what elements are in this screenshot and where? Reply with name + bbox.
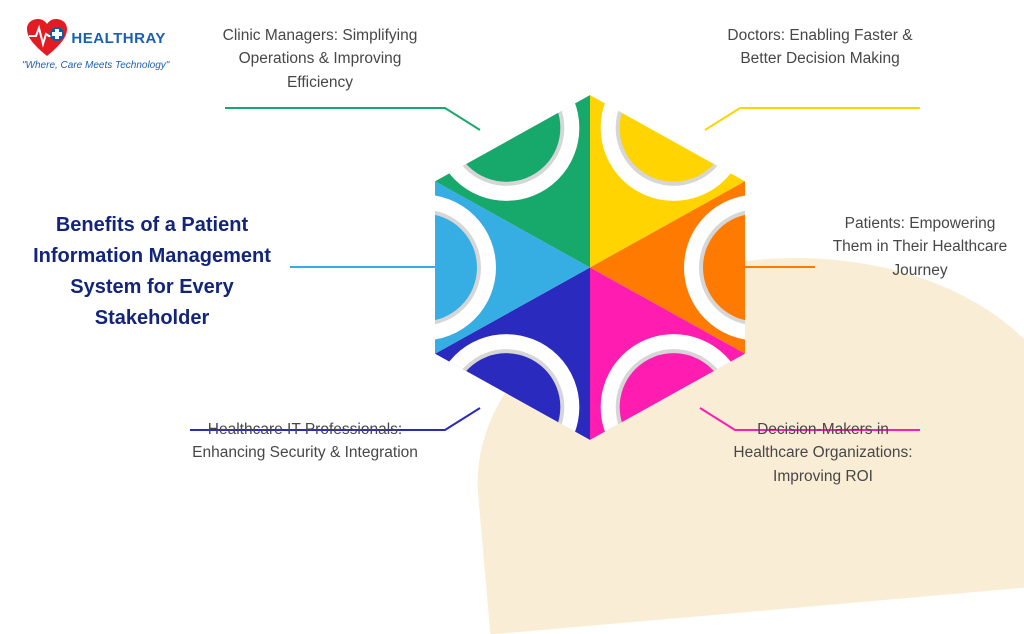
brand-tagline: "Where, Care Meets Technology" xyxy=(22,60,169,71)
hexagon-infographic xyxy=(435,95,745,440)
page-title: Benefits of a Patient Information Manage… xyxy=(12,210,292,334)
heart-icon xyxy=(25,18,69,58)
label-managers: Clinic Managers: Simplifying Operations … xyxy=(220,24,420,94)
brand-logo: HEALTHRAY "Where, Care Meets Technology" xyxy=(22,18,169,71)
label-patients: Patients: Empowering Them in Their Healt… xyxy=(825,212,1015,282)
label-doctors: Doctors: Enabling Faster & Better Decisi… xyxy=(720,24,920,71)
label-decision: Decision-Makers in Healthcare Organizati… xyxy=(718,418,928,488)
brand-name: HEALTHRAY xyxy=(71,30,166,47)
label-it: Healthcare IT Professionals: Enhancing S… xyxy=(190,418,420,465)
